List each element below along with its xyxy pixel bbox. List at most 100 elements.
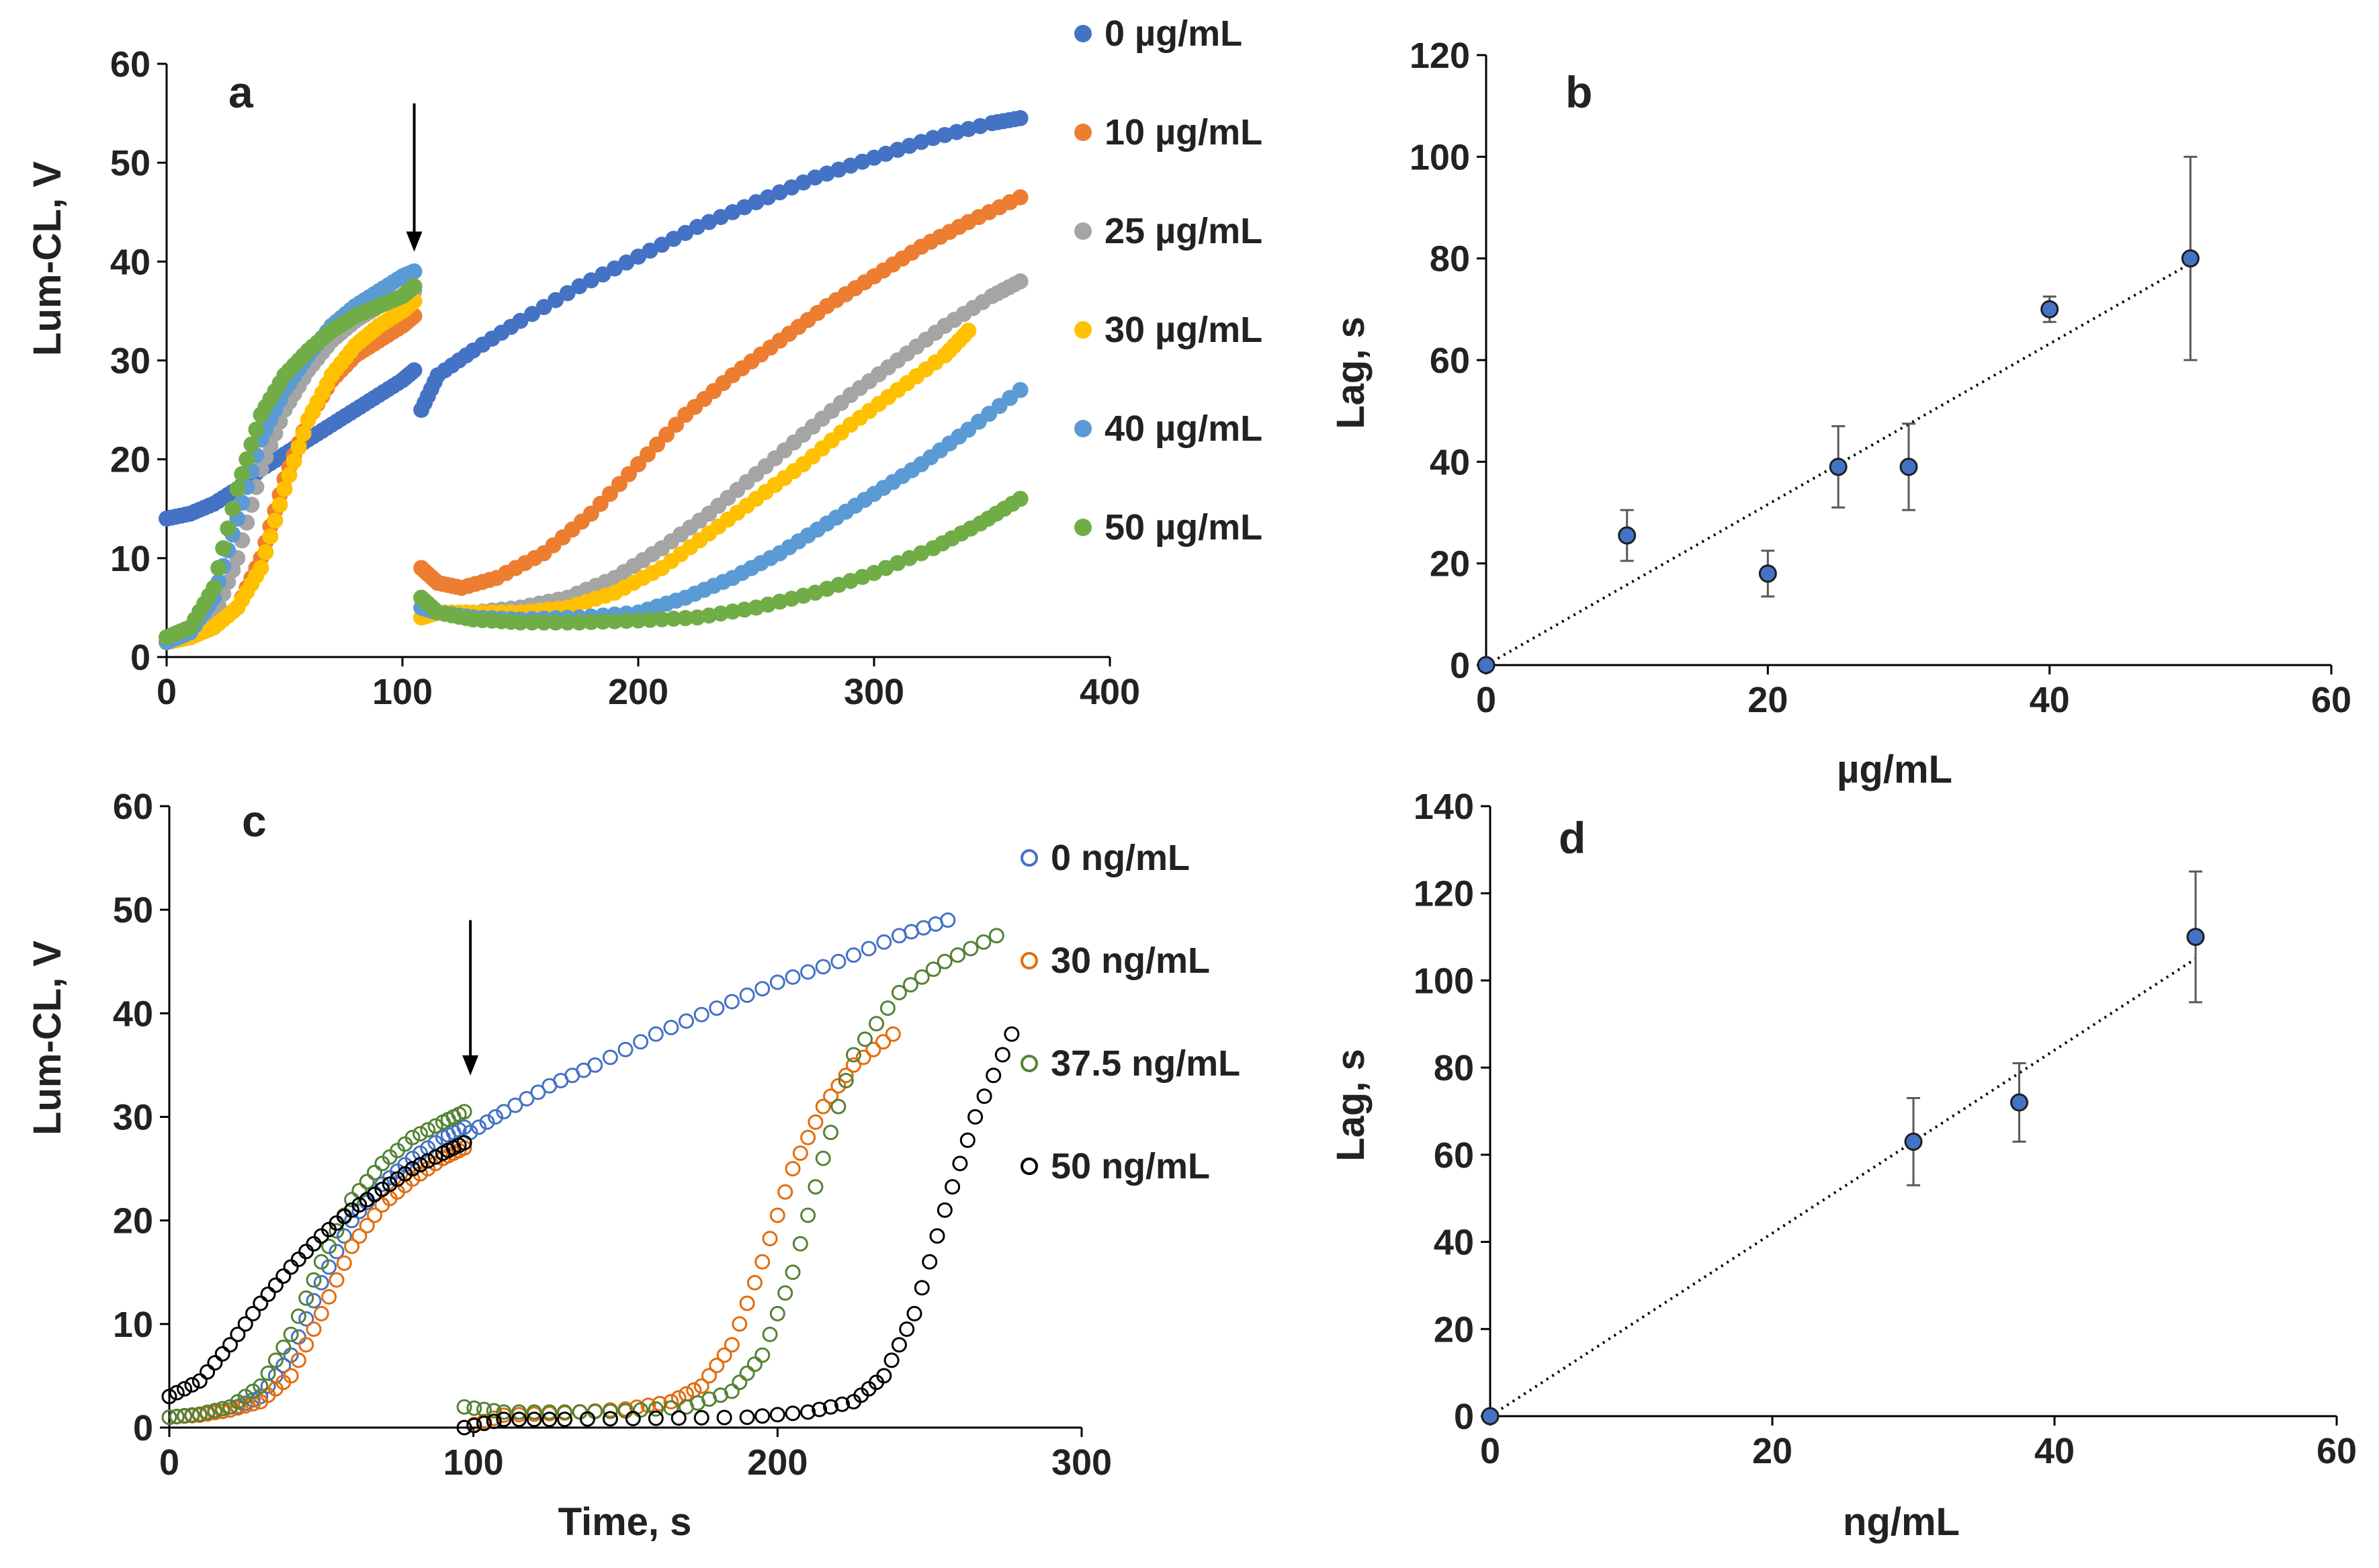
panel-b-y-tick-label: 0 [1450, 646, 1470, 686]
panel-c-legend-label: 0 ng/mL [1051, 838, 1190, 878]
panel-c-data-point [390, 1171, 405, 1187]
panel-b-y-tick-label: 80 [1430, 239, 1470, 279]
panel-c-data-point [413, 1157, 428, 1173]
panel-c-data-point [275, 1358, 292, 1373]
panel-c-data-point [344, 1213, 360, 1229]
panel-c-data-point [724, 1337, 740, 1353]
panel-c-data-point [169, 1385, 185, 1401]
panel-c-data-point [769, 1305, 785, 1321]
panel-c-data-point [716, 1347, 732, 1363]
panel-c-data-point [230, 1326, 246, 1342]
panel-c-data-point [542, 1404, 558, 1420]
panel-c-data-point [777, 1285, 793, 1301]
panel-c-data-point [952, 1156, 968, 1172]
panel-c-data-point [579, 1411, 595, 1427]
panel-c-data-point [701, 1368, 717, 1384]
panel-a-data-point [724, 603, 741, 620]
panel-c-data-point [511, 1404, 527, 1420]
panel-a-data-point [559, 285, 576, 302]
panel-c-data-point [253, 1295, 269, 1311]
panel-a-data-point [248, 421, 265, 438]
panel-a-data-point [406, 278, 423, 295]
panel-c-data-point [519, 1091, 535, 1106]
panel-c-data-point [298, 1311, 314, 1327]
panel-a-data-point [253, 560, 269, 576]
panel-c-data-point [815, 1150, 831, 1166]
panel-c-data-point [321, 1259, 337, 1275]
panel-c-data-point [792, 1145, 808, 1161]
panel-c-data-point [283, 1368, 299, 1384]
panel-c-data-point [329, 1244, 345, 1260]
panel-c-data-point [306, 1272, 322, 1288]
panel-a-y-tick-label: 20 [110, 440, 150, 480]
panel-c-data-point [663, 1020, 679, 1035]
panel-c-data-point [496, 1104, 512, 1120]
panel-c-data-point [587, 1057, 603, 1073]
panel-d-x-tick-label: 40 [2034, 1431, 2075, 1471]
panel-d-x-tick-label: 20 [1752, 1431, 1792, 1471]
panel-a-legend-label: 0 µg/mL [1105, 13, 1242, 54]
panel-c-data-point [940, 912, 956, 928]
panel-c-data-point [671, 1410, 687, 1426]
panel-c-series-3 [161, 1026, 1020, 1436]
panel-c-data-point [177, 1407, 193, 1424]
panel-a-data-point [290, 439, 307, 455]
panel-a-data-point [712, 605, 729, 622]
panel-a-data-point [239, 451, 255, 468]
panel-a-data-point [524, 306, 541, 322]
panel-c-data-point [739, 1295, 755, 1311]
panel-a-data-point [548, 614, 564, 631]
panel-c-data-point [488, 1109, 503, 1125]
panel-a-y-tick-label: 60 [110, 44, 150, 85]
panel-d-data-point [2010, 1093, 2028, 1112]
panel-c-data-point [693, 1378, 709, 1394]
panel-d-y-tick-label: 20 [1434, 1309, 1474, 1350]
panel-a-legend-marker [1074, 25, 1092, 42]
panel-c-data-point [456, 1104, 472, 1120]
panel-a-data-point [642, 611, 658, 628]
panel-d-trendline [1489, 957, 2197, 1418]
panel-d-x-axis-label: ng/mL [1843, 1500, 1960, 1544]
panel-a-data-point [595, 613, 611, 630]
panel-a-data-point [535, 299, 552, 315]
panel-c-data-point [663, 1400, 679, 1416]
panel-c-data-point [344, 1238, 360, 1254]
panel-c-data-point [648, 1410, 664, 1426]
panel-c-data-point [496, 1411, 512, 1428]
panel-d-chart: d Lag, s ng/mL 0 20 40 60 80 100 120 140 0 20 40 60 [1329, 787, 2357, 1544]
panel-c-data-point [769, 1207, 785, 1223]
panel-c-data-point [214, 1401, 230, 1417]
panel-c-data-point [230, 1394, 246, 1409]
panel-c-data-point [161, 1409, 177, 1426]
panel-c-data-point [986, 1068, 1002, 1084]
panel-c-data-point [161, 1389, 177, 1405]
panel-b-x-tick-label: 60 [2311, 680, 2351, 720]
panel-d-y-tick-label: 60 [1434, 1135, 1474, 1176]
panel-a-data-point [571, 614, 588, 631]
panel-a-legend-label: 30 µg/mL [1105, 310, 1262, 350]
panel-c-data-point [846, 1057, 861, 1073]
panel-a-x-tick-label: 400 [1080, 672, 1140, 712]
panel-d-x-tick-label: 60 [2317, 1431, 2357, 1471]
panel-c-data-point [891, 985, 907, 1000]
panel-b-data-point [2040, 300, 2059, 318]
panel-d-y-tick-label: 40 [1434, 1223, 1474, 1263]
panel-c-data-point [869, 1016, 884, 1032]
panel-c-data-point [716, 1409, 732, 1426]
panel-a-data-point [1012, 110, 1029, 126]
panel-d-data-point [1904, 1132, 1923, 1151]
panel-c-data-point [663, 1394, 679, 1409]
panel-c-data-point [785, 1161, 801, 1177]
panel-c-data-point [191, 1406, 208, 1422]
panel-a-data-point [215, 540, 232, 557]
panel-a-x-tick-label: 300 [844, 672, 904, 712]
panel-a-chart: a Lum-CL, V 0 10 20 30 40 50 60 0 100 200 300 400 0 … [26, 13, 1262, 712]
panel-c-data-point [413, 1126, 428, 1142]
panel-c-data-point [313, 1254, 329, 1270]
panel-a-legend-marker [1074, 420, 1092, 437]
panel-c-data-point [823, 1399, 838, 1415]
panel-b-data-point [1477, 656, 1496, 674]
panel-a-data-point [267, 512, 284, 529]
panel-c-data-point [846, 947, 861, 963]
panel-c-data-point [526, 1411, 542, 1428]
